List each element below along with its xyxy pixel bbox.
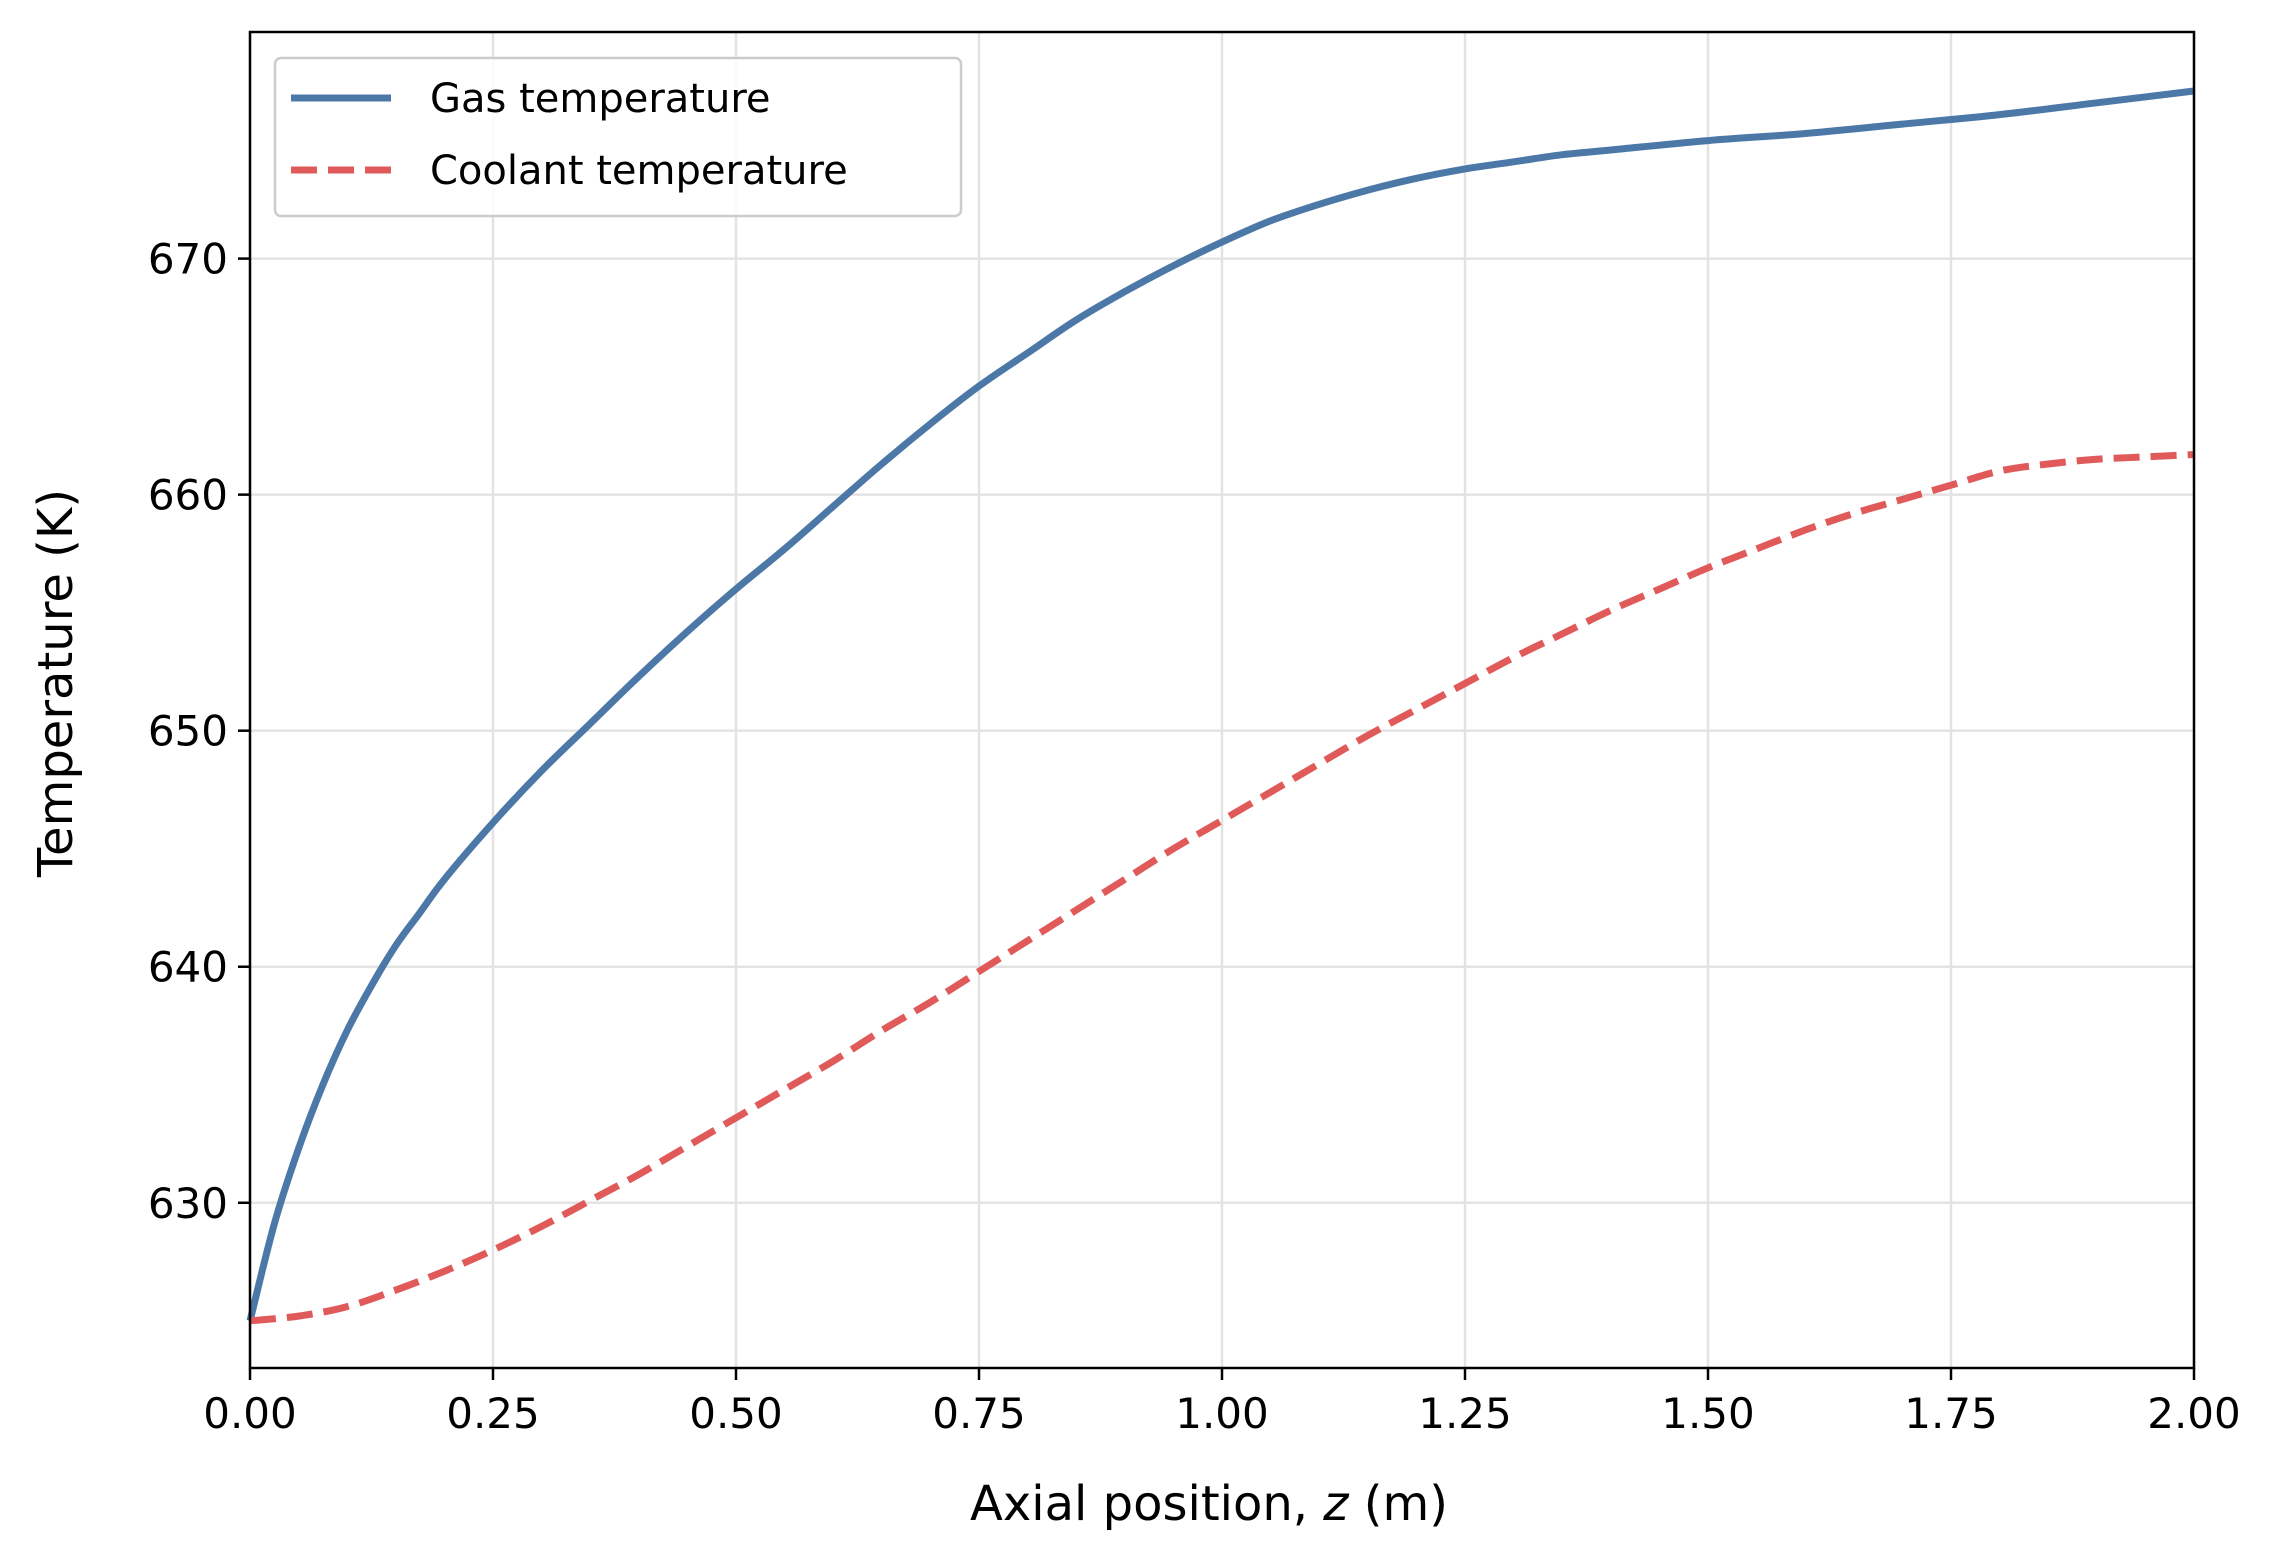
x-tick-label: 0.25: [446, 1389, 540, 1438]
x-axis-label-suffix: (m): [1348, 1476, 1447, 1532]
x-axis-label: Axial position, z (m): [970, 1476, 1448, 1532]
legend-label-gas: Gas temperature: [430, 76, 771, 122]
x-tick-label: 0.75: [932, 1389, 1026, 1438]
grid-lines: [248, 32, 2196, 1368]
axis-ticks: 0.00 0.25 0.50 0.75 1.00 1.25 1.50 1.75 2.00 630 6…: [148, 235, 2241, 1438]
coolant-temperature-line: [249, 451, 2195, 1325]
x-tick-label: 2.00: [2147, 1389, 2241, 1438]
x-tick-label: 1.00: [1175, 1389, 1269, 1438]
legend-frame: [273, 56, 963, 218]
x-tick-label: 0.50: [689, 1389, 783, 1438]
x-axis-label-prefix: Axial position,: [970, 1476, 1323, 1532]
y-tick-label: 670: [148, 235, 228, 284]
y-tick-label: 640: [148, 943, 228, 992]
y-axis-label: Temperature (K): [28, 489, 84, 878]
x-tick-label: 1.50: [1661, 1389, 1755, 1438]
series-lines: [246, 87, 2195, 1325]
y-tick-label: 650: [148, 707, 228, 756]
gas-temperature-line: [246, 87, 2195, 1322]
x-tick-label: 0.00: [203, 1389, 297, 1438]
legend-label-coolant: Coolant temperature: [430, 148, 848, 194]
x-axis-label-variable: z: [1322, 1476, 1350, 1532]
y-tick-label: 630: [148, 1179, 228, 1228]
x-tick-label: 1.75: [1904, 1389, 1998, 1438]
y-tick-label: 660: [148, 471, 228, 520]
x-tick-label: 1.25: [1418, 1389, 1512, 1438]
legend: Gas temperature Coolant temperature: [273, 56, 963, 218]
